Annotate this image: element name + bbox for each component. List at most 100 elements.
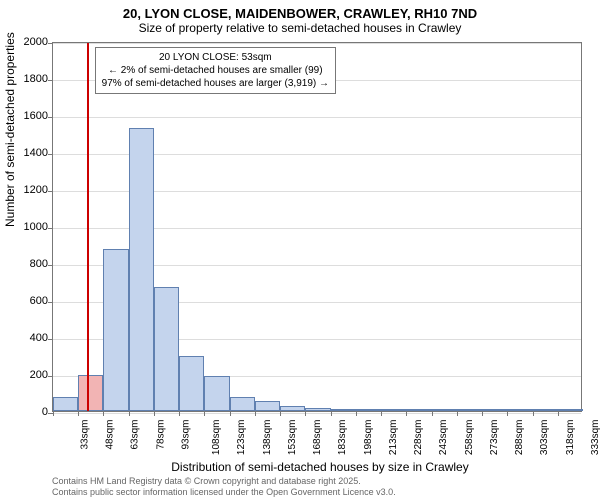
x-tick-label: 168sqm: [312, 420, 323, 456]
y-tick-mark: [48, 191, 53, 192]
histogram-bar: [305, 408, 330, 411]
x-tick-label: 48sqm: [105, 420, 116, 450]
histogram-bar: [533, 409, 558, 411]
histogram-bar: [331, 409, 356, 411]
y-tick-mark: [48, 302, 53, 303]
y-tick-label: 1800: [24, 73, 48, 85]
x-tick-label: 93sqm: [180, 420, 191, 450]
x-tick-mark: [103, 411, 104, 416]
x-tick-mark: [457, 411, 458, 416]
histogram-bar: [381, 409, 406, 411]
gridline: [53, 117, 581, 118]
x-tick-mark: [533, 411, 534, 416]
histogram-bar: [507, 409, 532, 411]
x-tick-label: 303sqm: [539, 420, 550, 456]
x-tick-label: 243sqm: [438, 420, 449, 456]
x-tick-mark: [179, 411, 180, 416]
x-tick-label: 318sqm: [565, 420, 576, 456]
histogram-bar: [129, 128, 154, 411]
x-tick-label: 123sqm: [237, 420, 248, 456]
x-tick-label: 138sqm: [262, 420, 273, 456]
histogram-bar: [154, 287, 179, 411]
annotation-line2: ← 2% of semi-detached houses are smaller…: [102, 64, 329, 77]
y-tick-label: 2000: [24, 36, 48, 48]
histogram-bar: [78, 375, 103, 411]
x-tick-mark: [78, 411, 79, 416]
x-tick-mark: [406, 411, 407, 416]
y-tick-mark: [48, 376, 53, 377]
x-tick-label: 63sqm: [130, 420, 141, 450]
chart-title-line2: Size of property relative to semi-detach…: [0, 21, 600, 35]
histogram-bar: [432, 409, 457, 411]
x-tick-label: 153sqm: [287, 420, 298, 456]
plot-area: 20 LYON CLOSE: 53sqm ← 2% of semi-detach…: [52, 42, 582, 412]
chart-title-block: 20, LYON CLOSE, MAIDENBOWER, CRAWLEY, RH…: [0, 0, 600, 35]
gridline: [53, 43, 581, 44]
x-tick-mark: [356, 411, 357, 416]
histogram-bar: [230, 397, 255, 411]
y-tick-label: 1200: [24, 184, 48, 196]
y-tick-label: 800: [30, 258, 48, 270]
histogram-bar: [204, 376, 229, 411]
x-tick-mark: [305, 411, 306, 416]
x-tick-mark: [53, 411, 54, 416]
chart-title-line1: 20, LYON CLOSE, MAIDENBOWER, CRAWLEY, RH…: [0, 6, 600, 21]
x-tick-label: 33sqm: [80, 420, 91, 450]
histogram-bar: [457, 409, 482, 411]
x-tick-label: 333sqm: [590, 420, 600, 456]
y-tick-label: 600: [30, 295, 48, 307]
x-tick-mark: [280, 411, 281, 416]
x-tick-mark: [558, 411, 559, 416]
y-tick-label: 1400: [24, 147, 48, 159]
x-tick-mark: [154, 411, 155, 416]
reference-line: [87, 43, 89, 411]
y-tick-label: 200: [30, 369, 48, 381]
histogram-bar: [482, 409, 507, 411]
y-axis-label: Number of semi-detached properties: [3, 32, 17, 227]
y-tick-label: 400: [30, 332, 48, 344]
y-tick-mark: [48, 80, 53, 81]
x-tick-label: 228sqm: [413, 420, 424, 456]
y-tick-label: 1600: [24, 110, 48, 122]
y-tick-label: 1000: [24, 221, 48, 233]
x-tick-mark: [331, 411, 332, 416]
annotation-line1: 20 LYON CLOSE: 53sqm: [102, 51, 329, 64]
annotation-box: 20 LYON CLOSE: 53sqm ← 2% of semi-detach…: [95, 47, 336, 94]
x-tick-mark: [255, 411, 256, 416]
footer-line2: Contains public sector information licen…: [52, 487, 396, 498]
annotation-line3: 97% of semi-detached houses are larger (…: [102, 77, 329, 90]
histogram-bar: [558, 409, 583, 411]
x-tick-mark: [482, 411, 483, 416]
histogram-bar: [255, 401, 280, 411]
x-tick-label: 288sqm: [514, 420, 525, 456]
x-tick-mark: [507, 411, 508, 416]
histogram-bar: [103, 249, 128, 411]
x-tick-label: 258sqm: [464, 420, 475, 456]
y-tick-mark: [48, 265, 53, 266]
y-tick-mark: [48, 43, 53, 44]
y-tick-mark: [48, 117, 53, 118]
histogram-bar: [53, 397, 78, 411]
x-tick-label: 198sqm: [363, 420, 374, 456]
histogram-bar: [280, 406, 305, 411]
footer-line1: Contains HM Land Registry data © Crown c…: [52, 476, 396, 487]
x-tick-label: 213sqm: [388, 420, 399, 456]
x-tick-mark: [381, 411, 382, 416]
x-tick-label: 183sqm: [337, 420, 348, 456]
y-tick-label: 0: [42, 406, 48, 418]
y-tick-mark: [48, 228, 53, 229]
x-tick-mark: [204, 411, 205, 416]
x-tick-label: 273sqm: [489, 420, 500, 456]
x-tick-label: 78sqm: [155, 420, 166, 450]
x-tick-label: 108sqm: [211, 420, 222, 456]
x-tick-mark: [432, 411, 433, 416]
gridline: [53, 413, 581, 414]
x-tick-mark: [129, 411, 130, 416]
y-tick-mark: [48, 154, 53, 155]
y-tick-mark: [48, 339, 53, 340]
histogram-bar: [179, 356, 204, 412]
footer: Contains HM Land Registry data © Crown c…: [52, 476, 396, 498]
x-tick-mark: [230, 411, 231, 416]
histogram-bar: [356, 409, 381, 411]
histogram-bar: [406, 409, 431, 411]
